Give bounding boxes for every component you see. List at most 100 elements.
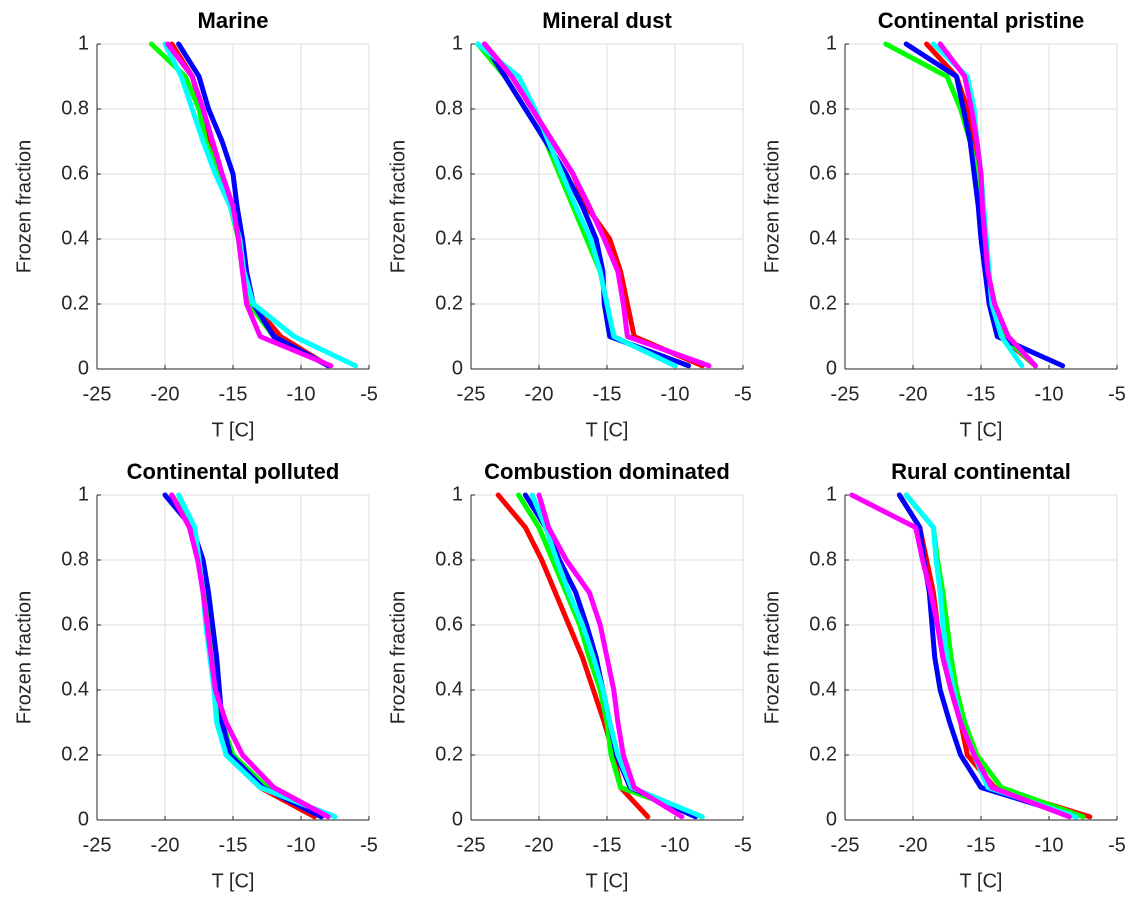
subplot: -25 -20 -15 -10 -5 0 0.2 0.4 0.6 0.8 1 Combustion d… [387,459,752,892]
x-axis-label: T [C] [212,419,255,441]
y-tick-label: 0.8 [435,548,463,570]
y-tick-label: 1 [452,483,463,505]
y-tick-label: 0.2 [435,292,463,314]
subplot-title: Combustion dominated [484,459,730,484]
y-tick-label: 0.6 [809,613,837,635]
x-tick-label: -25 [83,834,112,856]
y-tick-label: 0.4 [435,678,463,700]
x-tick-label: -15 [219,834,248,856]
x-axis-label: T [C] [960,870,1003,892]
y-tick-label: 0 [826,808,837,830]
y-tick-label: 0.6 [809,162,837,184]
x-tick-label: -15 [967,834,996,856]
y-tick-label: 1 [78,483,89,505]
data-line [162,41,358,369]
y-axis-label: Frozen fraction [13,591,35,724]
x-tick-label: -5 [1108,834,1126,856]
y-tick-label: 0 [826,357,837,379]
y-tick-label: 0.4 [61,678,89,700]
y-tick-label: 0 [452,808,463,830]
y-tick-label: 0.6 [61,162,89,184]
x-tick-label: -5 [734,383,752,405]
y-axis-label: Frozen fraction [761,140,783,273]
x-tick-label: -10 [1035,383,1064,405]
x-tick-label: -10 [287,834,316,856]
data-line [849,492,1072,820]
y-tick-label: 0 [452,357,463,379]
x-tick-label: -10 [661,834,690,856]
x-tick-label: -25 [457,834,486,856]
data-line [529,492,705,820]
y-tick-label: 0.4 [435,227,463,249]
subplot-title: Continental pristine [878,8,1085,33]
x-tick-label: -5 [360,383,378,405]
data-line [903,41,1066,369]
x-tick-label: -20 [151,834,180,856]
x-tick-label: -25 [831,834,860,856]
x-axis-label: T [C] [960,419,1003,441]
y-tick-label: 0.4 [809,678,837,700]
x-tick-label: -5 [360,834,378,856]
y-tick-label: 0.8 [809,548,837,570]
subplot-title: Rural continental [891,459,1071,484]
subplot-title: Mineral dust [542,8,672,33]
y-tick-label: 0.8 [61,548,89,570]
subplot: -25 -20 -15 -10 -5 0 0.2 0.4 0.6 0.8 1 Continental … [13,459,378,892]
y-tick-label: 0.6 [61,613,89,635]
x-axis-label: T [C] [586,870,629,892]
y-tick-label: 0.2 [61,743,89,765]
y-tick-label: 0.2 [435,743,463,765]
data-line [475,41,678,369]
y-tick-label: 1 [826,32,837,54]
x-tick-label: -5 [734,834,752,856]
subplot: -25 -20 -15 -10 -5 0 0.2 0.4 0.6 0.8 1 Rural contin… [761,459,1126,892]
y-tick-label: 0.4 [61,227,89,249]
y-tick-label: 0.2 [61,292,89,314]
x-tick-label: -25 [831,383,860,405]
x-tick-label: -10 [287,383,316,405]
x-axis-label: T [C] [586,419,629,441]
data-line [482,41,712,369]
y-tick-label: 1 [452,32,463,54]
data-line [169,492,331,820]
data-line [903,492,1079,820]
y-axis-label: Frozen fraction [387,591,409,724]
data-line [536,492,685,820]
y-tick-label: 0.8 [435,97,463,119]
x-tick-label: -20 [899,834,928,856]
x-tick-label: -15 [593,383,622,405]
y-tick-label: 0.8 [809,97,837,119]
data-line [482,41,692,369]
x-tick-label: -15 [967,383,996,405]
x-tick-label: -15 [219,383,248,405]
y-tick-label: 0.2 [809,292,837,314]
y-tick-label: 0 [78,808,89,830]
y-axis-label: Frozen fraction [387,140,409,273]
subplot: -25 -20 -15 -10 -5 0 0.2 0.4 0.6 0.8 1 Marine T [C] F… [13,8,378,441]
x-tick-label: -25 [457,383,486,405]
subplot-title: Continental polluted [127,459,340,484]
y-tick-label: 0.2 [809,743,837,765]
x-tick-label: -10 [661,383,690,405]
y-tick-label: 1 [826,483,837,505]
data-line [148,41,331,369]
x-tick-label: -20 [899,383,928,405]
subplot: -25 -20 -15 -10 -5 0 0.2 0.4 0.6 0.8 1 Mineral dust… [387,8,752,441]
data-line [516,492,705,820]
y-axis-label: Frozen fraction [13,140,35,273]
data-line [896,492,1093,820]
y-tick-label: 0.4 [809,227,837,249]
y-tick-label: 0 [78,357,89,379]
y-tick-label: 0.6 [435,162,463,184]
x-tick-label: -20 [525,383,554,405]
x-tick-label: -10 [1035,834,1064,856]
data-line [176,41,331,369]
x-tick-label: -5 [1108,383,1126,405]
x-tick-label: -20 [525,834,554,856]
y-axis-label: Frozen fraction [761,591,783,724]
x-axis-label: T [C] [212,870,255,892]
y-tick-label: 0.8 [61,97,89,119]
y-tick-label: 0.6 [435,613,463,635]
data-line [165,41,334,369]
